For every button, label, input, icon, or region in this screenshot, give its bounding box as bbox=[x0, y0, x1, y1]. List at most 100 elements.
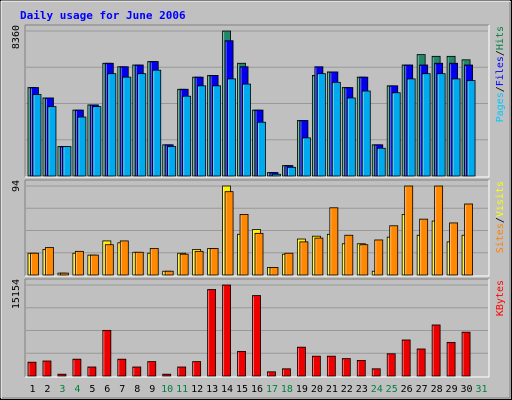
x-tick-label: 23 bbox=[356, 384, 368, 395]
bar-pages-day-15 bbox=[242, 83, 251, 177]
bar-sites-day-15 bbox=[239, 214, 249, 276]
bar-sites-day-20 bbox=[314, 237, 324, 276]
bar-kbytes-day-24 bbox=[371, 368, 381, 377]
bar-kbytes-day-9 bbox=[147, 361, 157, 377]
x-tick-label: 29 bbox=[446, 384, 458, 395]
x-tick-label: 31 bbox=[475, 384, 487, 395]
axis-max-label: 8360 bbox=[11, 25, 22, 49]
bar-pages-day-11 bbox=[182, 95, 192, 177]
bar-sites-day-2 bbox=[45, 247, 54, 276]
panel-kbytes: 15154 KBytes bbox=[11, 278, 506, 378]
bar-kbytes-day-1 bbox=[27, 361, 37, 377]
bar-pages-day-26 bbox=[406, 78, 416, 177]
x-tick-label: 20 bbox=[311, 384, 323, 395]
bar-kbytes-day-6 bbox=[102, 329, 112, 377]
bar-kbytes-day-15 bbox=[237, 350, 246, 377]
bar-kbytes-day-19 bbox=[297, 346, 306, 377]
panel-visits-sites: 94 Sites/Visits bbox=[11, 179, 506, 277]
bar-kbytes-day-11 bbox=[177, 366, 187, 377]
legend-visits-sites: Sites/Visits bbox=[495, 181, 506, 253]
bar-pages-day-22 bbox=[346, 97, 356, 177]
bar-pages-day-1 bbox=[32, 94, 42, 177]
x-tick-label: 3 bbox=[59, 384, 65, 395]
bar-kbytes-day-13 bbox=[207, 289, 217, 377]
legend-entry: Visits bbox=[495, 181, 506, 217]
legend-entry: / bbox=[495, 217, 506, 223]
legend-kbytes: KBytes bbox=[495, 280, 506, 316]
x-tick-label: 17 bbox=[266, 384, 278, 395]
bar-pages-day-4 bbox=[77, 116, 87, 177]
bar-pages-day-21 bbox=[331, 81, 341, 177]
bar-pages-day-5 bbox=[92, 106, 102, 177]
x-tick-label: 24 bbox=[371, 384, 383, 395]
bar-sites-day-22 bbox=[344, 234, 354, 276]
bar-pages-day-12 bbox=[197, 85, 207, 177]
legend-entry: KBytes bbox=[495, 280, 506, 316]
bar-sites-day-13 bbox=[209, 248, 219, 276]
bar-sites-day-12 bbox=[194, 250, 204, 276]
x-tick-label: 22 bbox=[341, 384, 353, 395]
chart-title: Daily usage for June 2006 bbox=[20, 9, 186, 22]
bar-sites-day-7 bbox=[119, 240, 129, 276]
bar-kbytes-day-5 bbox=[87, 366, 97, 377]
x-tick-label: 14 bbox=[221, 384, 233, 395]
bar-pages-day-10 bbox=[167, 146, 177, 177]
x-tick-label: 5 bbox=[89, 384, 95, 395]
x-tick-label: 21 bbox=[326, 384, 338, 395]
bar-pages-day-7 bbox=[122, 76, 132, 177]
axis-max-label: 15154 bbox=[11, 279, 22, 309]
x-tick-label: 28 bbox=[431, 384, 443, 395]
axis-max-label: 94 bbox=[11, 180, 22, 192]
bar-kbytes-day-29 bbox=[446, 341, 456, 377]
x-tick-label: 12 bbox=[191, 384, 203, 395]
bar-pages-day-23 bbox=[361, 90, 371, 177]
bar-pages-day-24 bbox=[376, 147, 386, 177]
x-tick-label: 6 bbox=[104, 384, 110, 395]
bar-sites-day-10 bbox=[164, 270, 174, 276]
bar-sites-day-19 bbox=[299, 241, 309, 276]
bar-sites-day-27 bbox=[419, 218, 429, 276]
bar-pages-day-20 bbox=[316, 73, 326, 177]
bar-sites-day-24 bbox=[374, 239, 384, 276]
bar-kbytes-day-26 bbox=[401, 339, 411, 377]
legend-hits-files-pages: Pages/Files/Hits bbox=[495, 26, 506, 122]
legend-entry: Sites bbox=[495, 223, 506, 253]
legend-entry: Files bbox=[495, 56, 506, 86]
x-tick-label: 4 bbox=[74, 384, 80, 395]
x-tick-label: 8 bbox=[134, 384, 140, 395]
bar-sites-day-1 bbox=[30, 252, 39, 276]
legend-entry: Hits bbox=[495, 26, 506, 50]
bar-pages-day-16 bbox=[257, 121, 266, 177]
bar-kbytes-day-12 bbox=[192, 361, 202, 377]
bar-kbytes-day-17 bbox=[267, 371, 276, 377]
bar-kbytes-day-2 bbox=[42, 360, 52, 377]
series-sites bbox=[30, 185, 473, 276]
bar-pages-day-8 bbox=[137, 73, 147, 177]
x-tick-label: 15 bbox=[236, 384, 248, 395]
x-tick-label: 10 bbox=[161, 384, 173, 395]
bar-pages-day-6 bbox=[107, 73, 117, 177]
bar-sites-day-3 bbox=[60, 272, 69, 276]
legend-entry: / bbox=[495, 86, 506, 92]
bar-sites-day-16 bbox=[254, 232, 264, 276]
bar-kbytes-day-21 bbox=[326, 355, 336, 377]
bar-kbytes-day-23 bbox=[356, 359, 366, 377]
bar-sites-day-4 bbox=[75, 250, 84, 276]
bar-pages-day-2 bbox=[47, 106, 57, 177]
bar-sites-day-9 bbox=[149, 248, 159, 276]
bar-pages-day-14 bbox=[227, 78, 236, 177]
bar-kbytes-day-27 bbox=[416, 348, 426, 377]
bar-pages-day-17 bbox=[272, 173, 281, 177]
bar-sites-day-26 bbox=[404, 185, 414, 276]
x-tick-label: 18 bbox=[281, 384, 293, 395]
x-tick-label: 1 bbox=[29, 384, 35, 395]
bar-sites-day-14 bbox=[224, 191, 234, 276]
bar-sites-day-21 bbox=[329, 207, 339, 276]
bar-kbytes-day-10 bbox=[162, 373, 172, 377]
bar-pages-day-9 bbox=[152, 69, 162, 177]
x-tick-label: 19 bbox=[296, 384, 308, 395]
bar-sites-day-18 bbox=[284, 252, 294, 276]
series-pages bbox=[32, 69, 476, 177]
